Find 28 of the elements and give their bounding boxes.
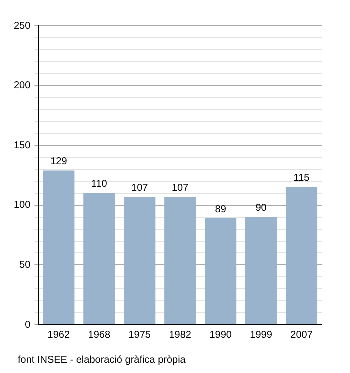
bar [246,217,278,324]
y-tick-label: 150 [14,140,32,152]
data-label: 90 [256,203,268,214]
data-label: 110 [91,179,108,190]
bar [205,218,237,324]
y-tick-label: 0 [25,320,32,331]
data-label: 107 [132,182,149,194]
data-label: 89 [215,204,227,216]
x-tick-label: 1990 [210,330,232,341]
x-tick-label: 1982 [169,330,192,341]
bar [124,197,156,324]
x-tick-label: 1975 [128,330,152,341]
y-tick-label: 250 [14,20,32,32]
y-tick-label: 100 [14,200,32,212]
bar [286,187,318,324]
data-label: 129 [50,156,68,168]
data-label: 107 [172,182,190,194]
text: font INSEE - elaboració gràfica pròpia [18,355,186,366]
y-tick-label: 50 [20,260,32,271]
x-tick-label: 1962 [48,330,70,341]
data-label: 115 [294,173,310,184]
bar [84,193,116,324]
x-tick-label: 2007 [290,330,314,341]
y-tick-label: 200 [14,80,32,92]
x-tick-label: 1968 [88,330,111,341]
bar [164,197,196,324]
bar [43,170,75,324]
x-tick-label: 1999 [250,330,273,341]
